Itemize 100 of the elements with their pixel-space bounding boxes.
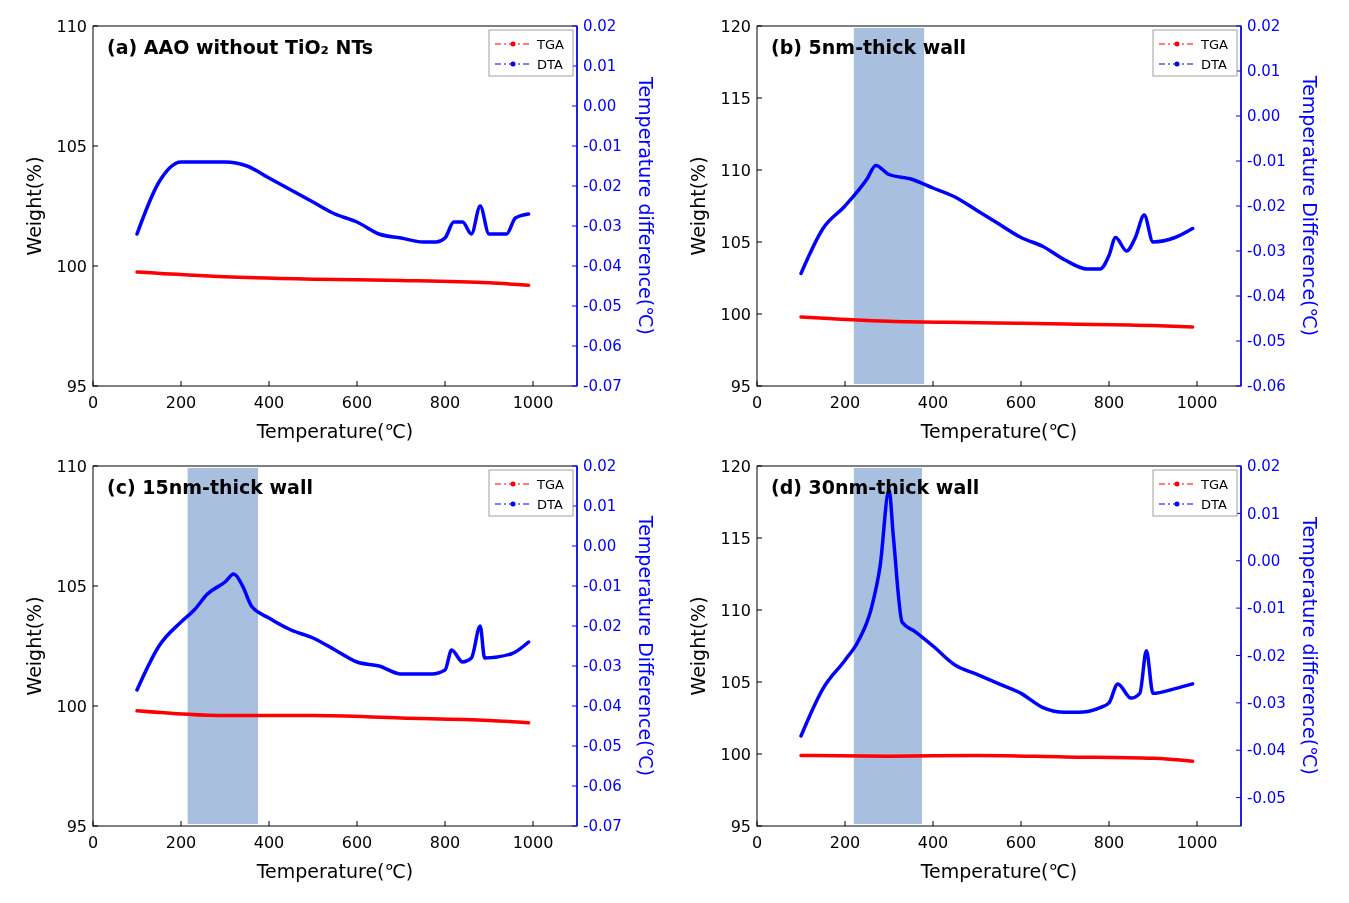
y-tick-label: 120 [720,16,751,36]
y2-axis-title: Temperature Difference(℃) [1299,74,1321,337]
y-tick-label: 105 [56,576,87,596]
x-tick-label: 600 [1005,833,1037,852]
x-tick-label: 800 [1093,393,1125,412]
x-tick-label: 600 [341,393,373,412]
y-tick-label: 115 [720,88,751,108]
y2-tick-label: 0.00 [583,537,617,556]
y2-tick-label: 0.01 [1247,62,1281,81]
legend-label: TGA [1200,36,1229,52]
y2-tick-label: -0.05 [583,737,622,756]
x-tick-label: 400 [253,833,285,852]
line-series [135,160,531,244]
y2-tick-label: 0.00 [1247,107,1281,126]
text: (a) AAO without TiO₂ NTs [107,36,374,58]
x-tick-label: 1000 [512,833,554,852]
x-tick-label: 0 [751,833,763,852]
text: (d) 30nm-thick wall [771,476,980,498]
line-series [135,270,531,287]
x-tick-label: 400 [917,393,949,412]
y2-tick-label: -0.07 [583,817,622,836]
line-series [135,709,531,725]
text: (c) 15nm-thick wall [107,476,313,498]
y2-axis-title: Temperature difference(℃) [635,76,657,335]
y-axis-title: Weight(%) [687,156,709,256]
y2-tick-label: -0.05 [1247,788,1286,807]
y2-tick-label: -0.03 [583,657,622,676]
y-tick-label: 105 [56,136,87,156]
line-series [799,163,1195,276]
x-tick-label: 1000 [512,393,554,412]
y2-tick-label: 0.02 [583,457,617,476]
y2-tick-label: -0.03 [583,217,622,236]
y-tick-label: 110 [56,16,87,36]
x-tick-label: 600 [341,833,373,852]
y2-tick-label: -0.06 [583,777,622,796]
y-tick-label: 100 [720,304,751,324]
x-tick-label: 200 [829,393,861,412]
y2-tick-label: -0.04 [583,697,622,716]
y2-tick-label: -0.06 [1247,377,1286,396]
y-tick-label: 110 [720,600,751,620]
y2-tick-label: 0.01 [1247,504,1281,523]
x-tick-label: 200 [165,393,197,412]
y2-tick-label: -0.02 [1247,646,1286,665]
x-tick-label: 200 [165,833,197,852]
y2-tick-label: 0.02 [1247,17,1281,36]
y-tick-label: 95 [730,816,751,836]
x-tick-label: 800 [1093,833,1125,852]
x-tick-label: 400 [917,833,949,852]
legend-label: DTA [1201,496,1227,512]
y2-tick-label: -0.05 [583,297,622,316]
y2-tick-label: 0.02 [1247,457,1281,476]
x-axis-title: Temperature(℃) [255,420,414,442]
x-tick-label: 0 [87,393,99,412]
y-tick-label: 105 [720,232,751,252]
y2-tick-label: -0.04 [1247,741,1286,760]
y-axis-title: Weight(%) [687,596,709,696]
y2-tick-label: 0.02 [583,17,617,36]
y-tick-label: 110 [56,456,87,476]
y-tick-label: 100 [720,744,751,764]
legend-label: DTA [537,56,563,72]
x-tick-label: 800 [429,833,461,852]
y-tick-label: 100 [56,696,87,716]
y2-tick-label: 0.00 [1247,551,1281,570]
x-tick-label: 200 [829,833,861,852]
y2-tick-label: -0.02 [1247,197,1286,216]
y-tick-label: 95 [66,376,87,396]
line-series [799,315,1195,329]
y2-tick-label: -0.01 [583,577,622,596]
text: (b) 5nm-thick wall [771,36,967,58]
x-axis-title: Temperature(℃) [919,860,1078,882]
y2-tick-label: -0.04 [1247,287,1286,306]
x-tick-label: 0 [87,833,99,852]
x-tick-label: 600 [1005,393,1037,412]
y-tick-label: 95 [730,376,751,396]
x-tick-label: 0 [751,393,763,412]
line-series [135,572,531,692]
x-tick-label: 800 [429,393,461,412]
legend-label: DTA [537,496,563,512]
y2-tick-label: -0.06 [583,337,622,356]
y2-tick-label: -0.01 [1247,152,1286,171]
y2-tick-label: -0.03 [1247,694,1286,713]
y2-tick-label: 0.00 [583,97,617,116]
y2-axis-title: Temperature difference(℃) [1299,516,1321,775]
y2-tick-label: -0.04 [583,257,622,276]
legend-label: TGA [536,36,565,52]
x-tick-label: 1000 [1176,833,1218,852]
y-tick-label: 115 [720,528,751,548]
y-tick-label: 95 [66,816,87,836]
legend-label: DTA [1201,56,1227,72]
x-tick-label: 400 [253,393,285,412]
y2-tick-label: -0.01 [583,137,622,156]
y2-tick-label: -0.03 [1247,242,1286,261]
legend-label: TGA [1200,476,1229,492]
y2-tick-label: 0.01 [583,497,617,516]
y-tick-label: 120 [720,456,751,476]
y2-tick-label: -0.02 [583,177,622,196]
y-tick-label: 110 [720,160,751,180]
x-axis-title: Temperature(℃) [919,420,1078,442]
legend-label: TGA [536,476,565,492]
y2-axis-title: Temperature Difference(℃) [635,514,657,777]
